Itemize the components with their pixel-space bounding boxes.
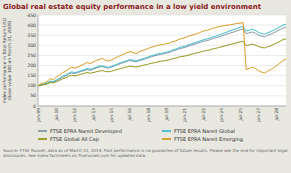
legend-label: FTSE Global All Cap <box>50 136 99 143</box>
x-tick-label: Jul-10 <box>54 108 59 122</box>
grid-line <box>38 15 286 16</box>
x-tick-label: Jul-13 <box>91 108 96 122</box>
grid-line <box>38 55 286 56</box>
legend-swatch <box>38 138 47 140</box>
y-tick-label: 400 <box>27 23 36 28</box>
y-tick-label: 300 <box>27 43 36 48</box>
x-tick-label: Jul-22 <box>201 108 206 122</box>
source-line: disclosures. See index factsheets on fts… <box>3 153 146 158</box>
legend-swatch <box>162 138 171 140</box>
source-line: Source: FTSE Russell, data as of March 3… <box>3 148 288 153</box>
x-tick-label: Jan-09 <box>36 108 41 123</box>
source-note: Source: FTSE Russell, data as of March 3… <box>3 148 288 158</box>
y-tick-label: 200 <box>27 63 36 68</box>
grid-line <box>38 85 286 86</box>
x-tick-label: Jul-19 <box>164 108 169 122</box>
legend-swatch <box>38 130 47 132</box>
grid-line <box>38 35 286 36</box>
grid-line <box>38 65 286 66</box>
x-tick-label: Jul-25 <box>238 108 243 122</box>
y-axis-label-line: (Base value 100 on March 31, 2009) <box>7 20 12 100</box>
y-tick-label: 450 <box>27 13 36 18</box>
y-axis <box>38 15 39 106</box>
x-tick-label: Jan-18 <box>146 108 151 123</box>
y-tick-label: 150 <box>27 73 36 78</box>
grid-line <box>38 25 286 26</box>
grid-line <box>38 95 286 96</box>
legend-label: FTSE EPRA Nareit Global <box>174 128 235 134</box>
legend-swatch <box>162 130 171 132</box>
y-axis-label: Index performance in Total Return USD(Ba… <box>2 17 12 103</box>
y-tick-label: 0 <box>33 104 36 109</box>
y-tick-label: 350 <box>27 33 36 38</box>
background <box>0 0 291 173</box>
legend-label: FTSE EPRA Nareit Developed <box>50 128 122 135</box>
x-tick-label: Jan-15 <box>109 108 114 123</box>
x-tick-label: Jan-21 <box>182 108 187 123</box>
x-tick-label: Jan-12 <box>72 108 77 123</box>
x-tick-label: Jan-24 <box>219 108 224 123</box>
y-tick-label: 50 <box>30 93 36 98</box>
grid-line <box>38 106 286 107</box>
legend-label: FTSE EPRA Nareit Emerging <box>174 136 243 143</box>
x-tick-label: Jul-28 <box>274 108 279 122</box>
plot-area <box>38 15 286 106</box>
x-axis <box>38 106 286 107</box>
x-tick-label: Jan-27 <box>256 108 261 123</box>
y-tick-label: 100 <box>27 83 36 88</box>
y-tick-label: 250 <box>27 53 36 58</box>
line-series <box>38 27 286 86</box>
title: Global real estate equity performance in… <box>3 3 262 11</box>
series-group <box>38 23 286 86</box>
x-tick-label: Jul-16 <box>127 108 132 122</box>
line-series <box>38 23 286 86</box>
line-series <box>38 39 286 86</box>
line-series <box>38 24 286 86</box>
